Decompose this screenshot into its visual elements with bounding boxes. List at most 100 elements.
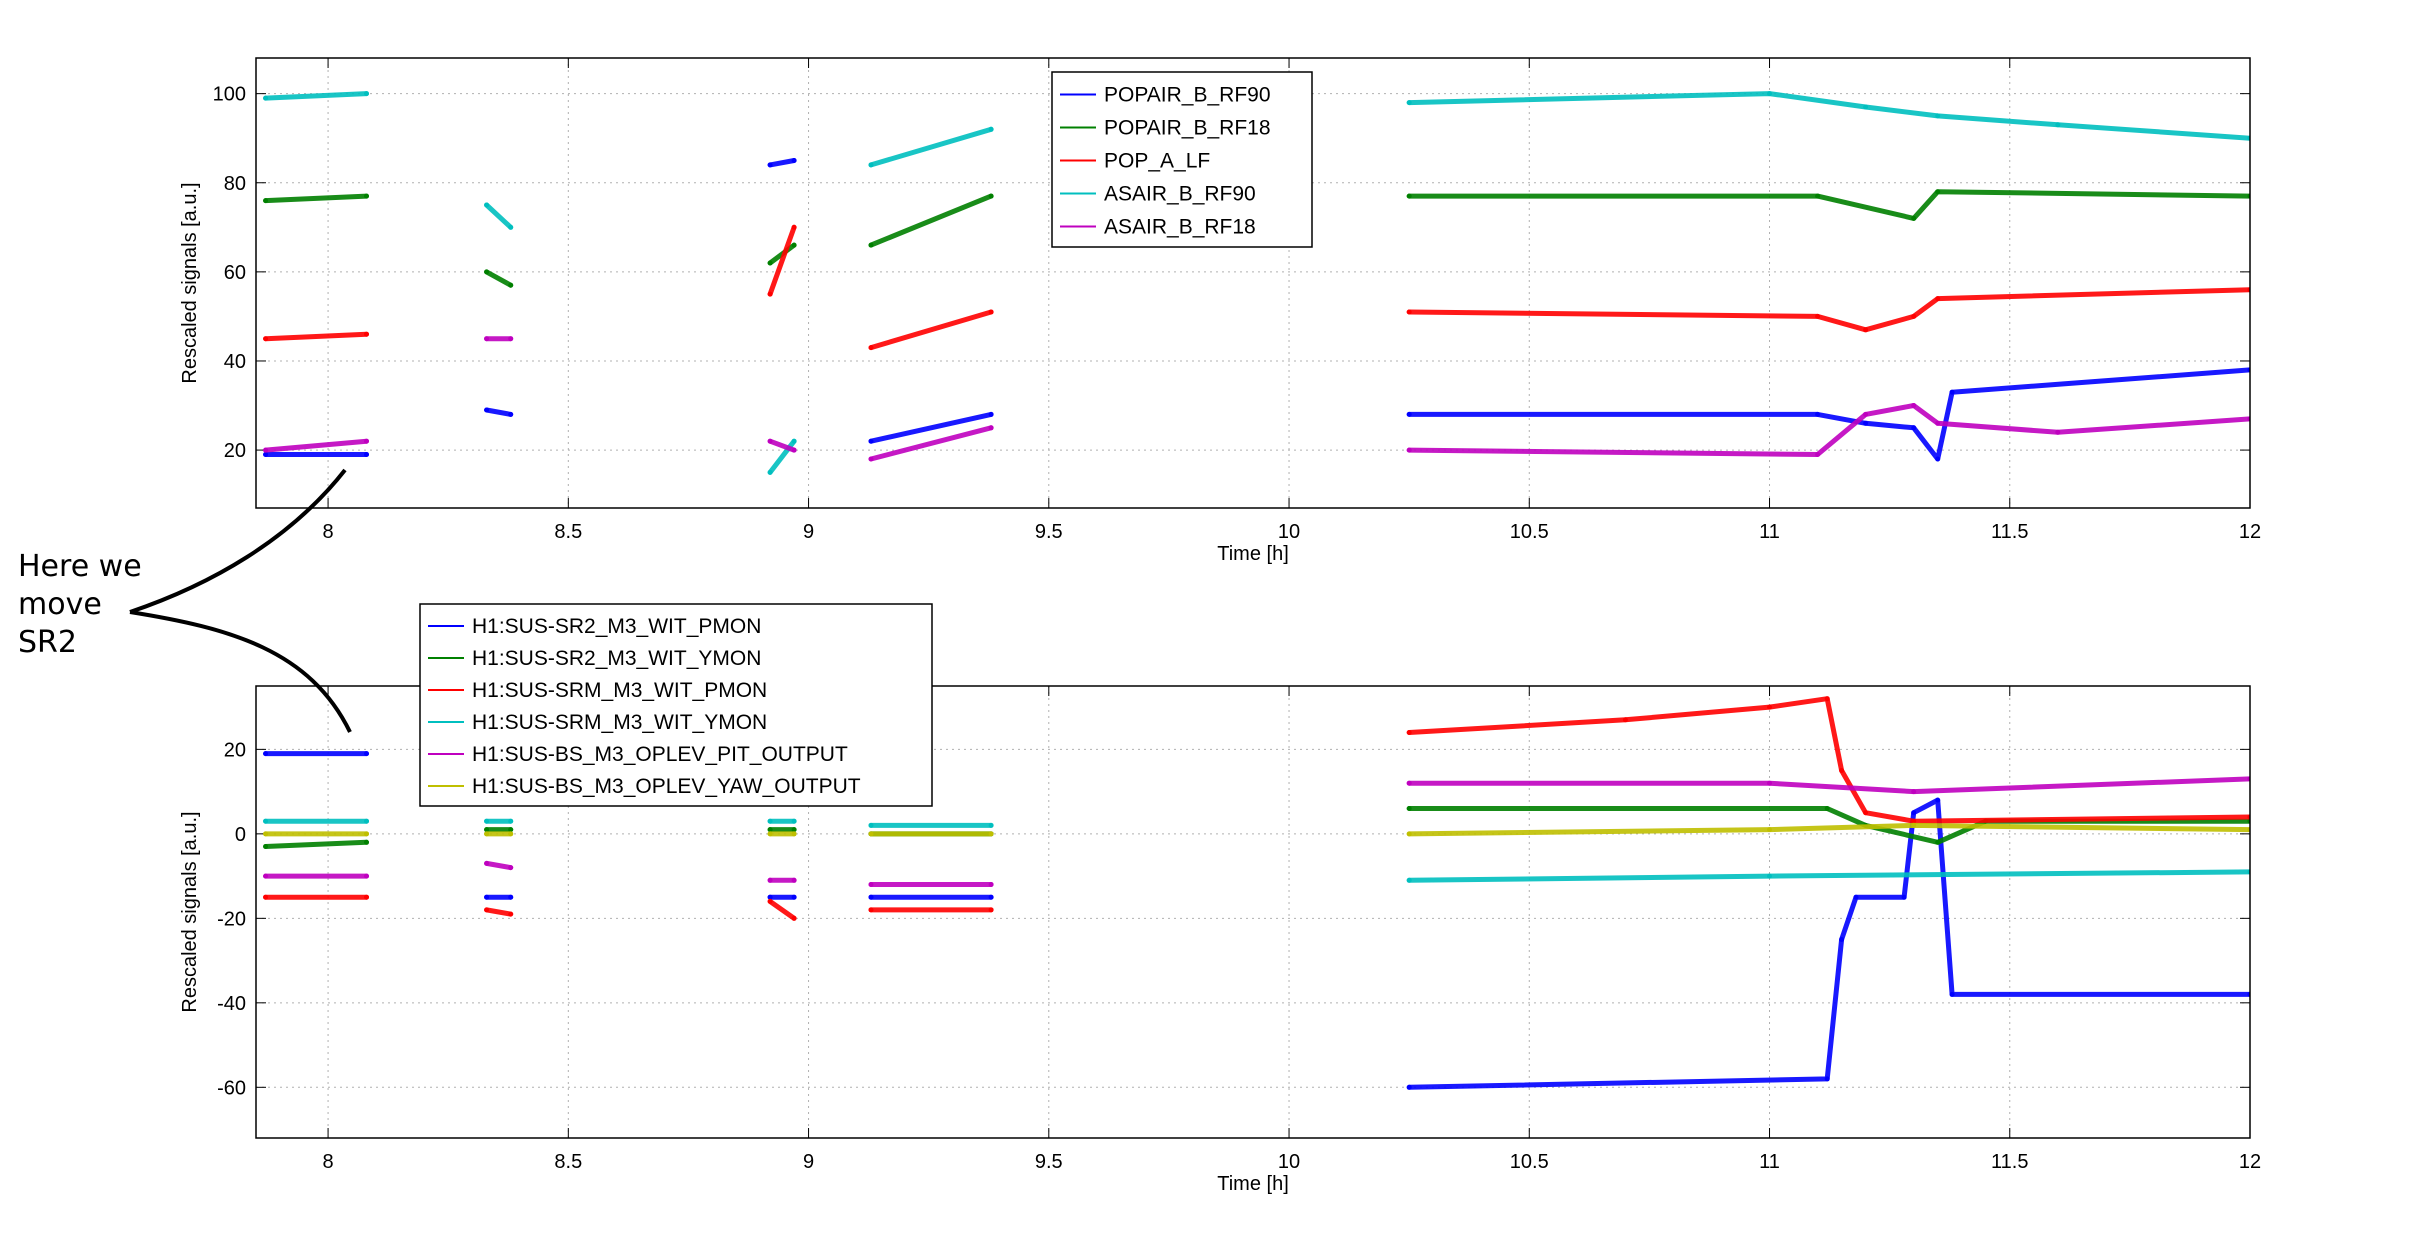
series-line-pop-a-lf xyxy=(263,331,369,342)
data-point-h1-sus-bs-m3-oplev-yaw-output xyxy=(767,831,773,837)
data-point-h1-sus-sr2-m3-wit-pmon xyxy=(484,894,490,900)
data-point-popair-b-rf18 xyxy=(1406,193,1412,199)
series-line-asair-b-rf90 xyxy=(1406,91,2250,141)
y-tick-label: -60 xyxy=(217,1077,246,1099)
data-point-h1-sus-srm-m3-wit-ymon xyxy=(988,822,994,828)
data-point-asair-b-rf90 xyxy=(1863,104,1869,110)
data-point-asair-b-rf90 xyxy=(1406,100,1412,106)
y-tick-label: -40 xyxy=(217,993,246,1015)
series-line-popair-b-rf18 xyxy=(868,193,994,248)
data-point-h1-sus-srm-m3-wit-ymon xyxy=(263,818,269,824)
y-tick-label: 40 xyxy=(224,351,246,373)
series-line-h1-sus-srm-m3-wit-pmon xyxy=(484,907,514,917)
data-point-popair-b-rf90 xyxy=(1406,411,1412,417)
legend-label: H1:SUS-BS_M3_OPLEV_YAW_OUTPUT xyxy=(472,775,861,798)
data-point-asair-b-rf18 xyxy=(868,456,874,462)
y-tick-label: 100 xyxy=(213,84,246,106)
x-axis-label: Time [h] xyxy=(1217,543,1289,565)
data-point-h1-sus-srm-m3-wit-pmon xyxy=(1911,818,1917,824)
data-point-pop-a-lf xyxy=(791,224,797,230)
data-point-h1-sus-srm-m3-wit-ymon xyxy=(364,818,369,824)
x-tick-label: 8.5 xyxy=(554,1151,582,1173)
x-tick-label: 10 xyxy=(1278,521,1300,543)
data-point-asair-b-rf18 xyxy=(364,438,369,444)
data-point-pop-a-lf xyxy=(1406,309,1412,315)
data-point-pop-a-lf xyxy=(988,309,994,315)
legend-label: POP_A_LF xyxy=(1104,150,1210,173)
data-point-h1-sus-srm-m3-wit-pmon xyxy=(484,907,490,913)
data-point-asair-b-rf90 xyxy=(988,126,994,132)
data-point-h1-sus-srm-m3-wit-pmon xyxy=(508,911,514,917)
data-point-h1-sus-sr2-m3-wit-ymon xyxy=(263,844,269,849)
legend-label: ASAIR_B_RF18 xyxy=(1104,216,1256,239)
data-point-asair-b-rf18 xyxy=(791,447,797,453)
data-point-asair-b-rf18 xyxy=(484,336,490,342)
legend-label: POPAIR_B_RF18 xyxy=(1104,117,1271,140)
data-point-h1-sus-srm-m3-wit-pmon xyxy=(364,894,369,900)
data-point-popair-b-rf90 xyxy=(508,411,514,417)
annotation-arrow-up xyxy=(129,468,347,614)
data-point-asair-b-rf90 xyxy=(484,202,490,208)
y-tick-label: 60 xyxy=(224,262,246,284)
data-point-popair-b-rf90 xyxy=(791,158,797,163)
data-point-popair-b-rf90 xyxy=(364,452,369,457)
series-line-popair-b-rf90 xyxy=(767,158,797,168)
legend-label: H1:SUS-SR2_M3_WIT_YMON xyxy=(472,647,761,670)
data-point-h1-sus-sr2-m3-wit-pmon xyxy=(1901,894,1907,900)
data-point-popair-b-rf90 xyxy=(767,162,773,168)
series-line-h1-sus-srm-m3-wit-pmon xyxy=(767,898,797,921)
series-line-asair-b-rf18 xyxy=(263,438,369,453)
data-point-popair-b-rf90 xyxy=(1949,389,1955,395)
data-point-h1-sus-sr2-m3-wit-ymon xyxy=(508,827,514,833)
data-point-h1-sus-sr2-m3-wit-pmon xyxy=(364,751,369,757)
data-point-asair-b-rf18 xyxy=(1815,452,1821,457)
data-point-popair-b-rf18 xyxy=(263,198,269,204)
data-point-h1-sus-srm-m3-wit-pmon xyxy=(791,915,797,921)
data-point-h1-sus-sr2-m3-wit-pmon xyxy=(263,751,269,757)
data-point-h1-sus-sr2-m3-wit-pmon xyxy=(791,894,797,900)
data-point-h1-sus-bs-m3-oplev-pit-output xyxy=(484,860,490,866)
data-point-popair-b-rf18 xyxy=(508,282,514,288)
legend-label: H1:SUS-BS_M3_OPLEV_PIT_OUTPUT xyxy=(472,743,848,766)
data-point-asair-b-rf90 xyxy=(1935,113,1941,119)
data-point-h1-sus-srm-m3-wit-pmon xyxy=(1767,704,1772,710)
data-point-popair-b-rf90 xyxy=(1815,411,1821,417)
data-point-popair-b-rf18 xyxy=(484,269,490,275)
data-point-pop-a-lf xyxy=(263,336,269,342)
series-line-h1-sus-srm-m3-wit-pmon xyxy=(1406,696,2250,824)
data-point-asair-b-rf18 xyxy=(1911,403,1917,408)
data-point-h1-sus-bs-m3-oplev-yaw-output xyxy=(988,831,994,837)
data-point-asair-b-rf90 xyxy=(508,224,514,230)
x-tick-label: 8 xyxy=(323,1151,334,1173)
data-point-popair-b-rf18 xyxy=(988,193,994,199)
y-tick-label: 80 xyxy=(224,173,246,195)
x-tick-label: 11.5 xyxy=(1991,521,2028,543)
x-tick-label: 9.5 xyxy=(1035,521,1063,543)
x-tick-label: 11.5 xyxy=(1991,1151,2028,1173)
data-point-h1-sus-sr2-m3-wit-pmon xyxy=(1935,797,1941,803)
data-point-asair-b-rf18 xyxy=(1863,411,1869,417)
series-line-h1-sus-sr2-m3-wit-ymon xyxy=(263,839,369,849)
data-point-popair-b-rf18 xyxy=(868,242,874,248)
y-tick-label: 20 xyxy=(224,440,246,462)
data-point-popair-b-rf18 xyxy=(791,242,797,248)
data-point-asair-b-rf18 xyxy=(508,336,514,342)
data-point-popair-b-rf90 xyxy=(988,411,994,417)
data-point-asair-b-rf18 xyxy=(263,447,269,453)
series-group xyxy=(263,91,2250,475)
data-point-h1-sus-srm-m3-wit-ymon xyxy=(868,822,874,828)
x-tick-label: 10.5 xyxy=(1510,1151,1549,1173)
data-point-h1-sus-sr2-m3-wit-ymon xyxy=(1406,806,1412,811)
series-line-asair-b-rf90 xyxy=(484,202,514,230)
data-point-h1-sus-bs-m3-oplev-pit-output xyxy=(767,877,773,883)
axes-frame xyxy=(255,685,2251,1139)
series-line-pop-a-lf xyxy=(1406,287,2250,333)
data-point-h1-sus-bs-m3-oplev-yaw-output xyxy=(1911,822,1917,828)
data-point-h1-sus-srm-m3-wit-ymon xyxy=(767,818,773,824)
data-point-h1-sus-sr2-m3-wit-ymon xyxy=(791,827,797,833)
data-point-popair-b-rf90 xyxy=(1911,425,1917,431)
data-point-pop-a-lf xyxy=(1935,296,1941,302)
data-point-pop-a-lf xyxy=(1911,313,1917,319)
annotation-text: Here we move SR2 xyxy=(18,549,142,660)
x-tick-label: 10.5 xyxy=(1510,521,1549,543)
